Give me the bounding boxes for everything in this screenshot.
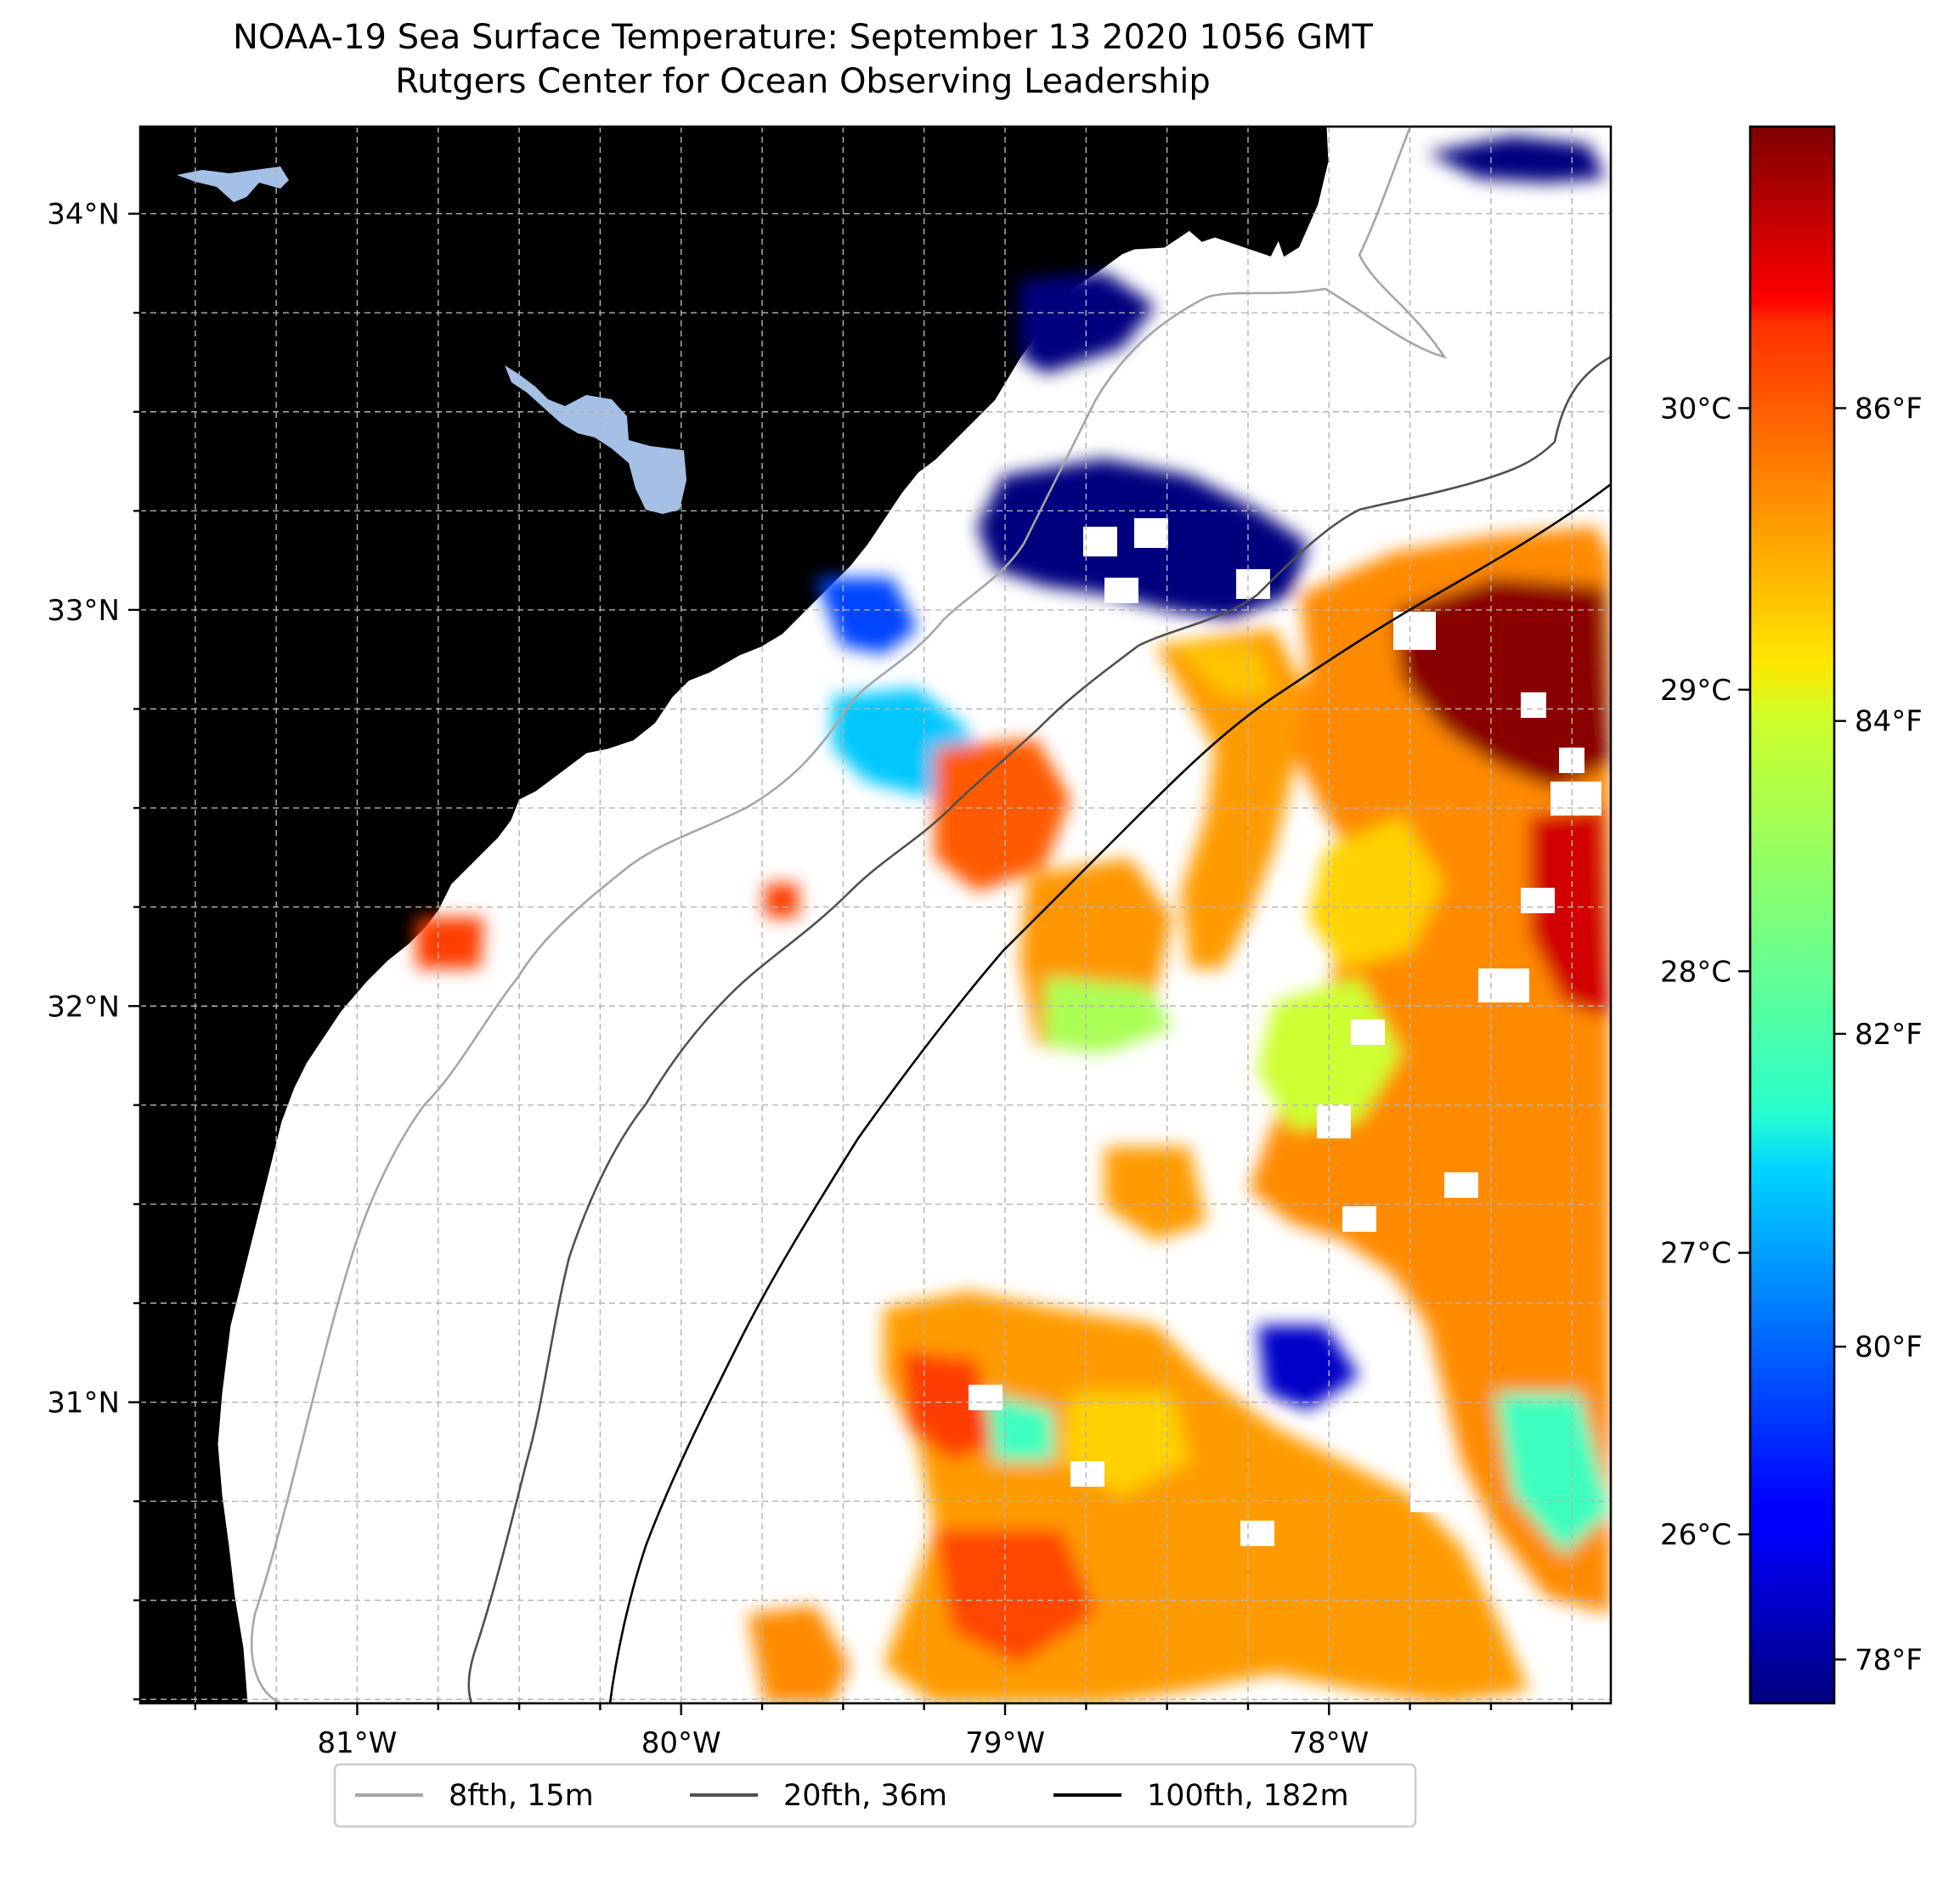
fahrenheit-tick-label: 82°F (1855, 1018, 1923, 1052)
fahrenheit-tick-label: 86°F (1855, 392, 1923, 426)
land-mass (140, 127, 1329, 1703)
lat-tick-label: 31°N (47, 1386, 120, 1420)
latitude-axis: 34°N 33°N 32°N 31°N (47, 198, 140, 1701)
colorbar-gradient (1748, 125, 1836, 1705)
legend-label-20fth: 20fth, 36m (783, 1779, 947, 1813)
celsius-tick-label: 27°C (1660, 1237, 1731, 1271)
isobath-100fth-line (608, 483, 1611, 1703)
river-border-line (140, 550, 366, 962)
fahrenheit-tick-label: 80°F (1855, 1330, 1923, 1364)
fahrenheit-tick-label: 84°F (1855, 705, 1923, 739)
lon-tick-label: 81°W (318, 1726, 398, 1760)
lat-tick-label: 32°N (47, 990, 120, 1024)
lon-tick-label: 78°W (1289, 1726, 1369, 1760)
state-border-line (1014, 127, 1138, 250)
fahrenheit-tick-label: 78°F (1855, 1643, 1923, 1677)
figure-title: NOAA-19 Sea Surface Temperature: Septemb… (0, 15, 1606, 104)
isobath-20fth-line (467, 355, 1611, 1703)
map-frame (138, 125, 1613, 1705)
celsius-tick-label: 26°C (1660, 1518, 1731, 1552)
isobath-8fth-line (250, 127, 1447, 1703)
legend-label-100fth: 100fth, 182m (1147, 1779, 1349, 1813)
map-gridlines (140, 127, 1611, 1703)
lon-tick-label: 80°W (641, 1726, 721, 1760)
celsius-tick-label: 29°C (1660, 674, 1731, 708)
celsius-tick-label: 30°C (1660, 392, 1731, 426)
colorbar-celsius-ticks: 30°C 29°C 28°C 27°C 26°C (1660, 392, 1750, 1552)
map-area[interactable] (140, 127, 1611, 1703)
isobath-legend: 8fth, 15m 20fth, 36m 100fth, 182m (333, 1763, 1417, 1828)
lake-marion (177, 167, 289, 202)
title-line-1: NOAA-19 Sea Surface Temperature: Septemb… (233, 18, 1373, 57)
legend-label-8fth: 8fth, 15m (449, 1779, 594, 1813)
lon-tick-label: 79°W (965, 1726, 1045, 1760)
celsius-tick-label: 28°C (1660, 955, 1731, 989)
colorbar: 30°C 29°C 28°C 27°C 26°C 86°F 84°F 82°F 80°F 78°… (1660, 125, 1923, 1705)
longitude-axis: 81°W 80°W 79°W 78°W (194, 1703, 1573, 1760)
legend-box (333, 1763, 1417, 1828)
lat-tick-label: 34°N (47, 198, 120, 232)
colorbar-fahrenheit-ticks: 86°F 84°F 82°F 80°F 78°F (1834, 392, 1923, 1677)
lake-moultrie (505, 365, 686, 514)
title-line-2: Rutgers Center for Ocean Observing Leade… (395, 62, 1211, 101)
lat-tick-label: 33°N (47, 594, 120, 628)
